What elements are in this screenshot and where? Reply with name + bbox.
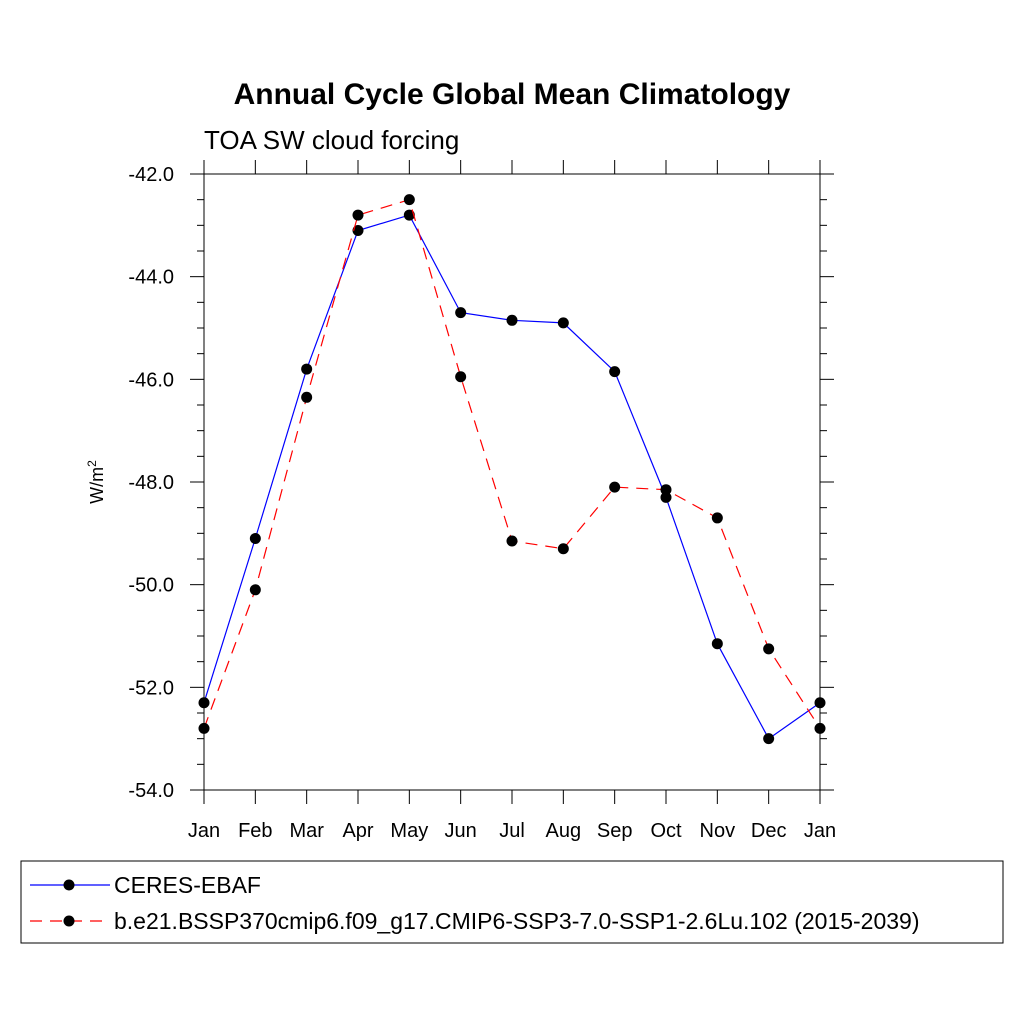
series-2-point xyxy=(455,371,467,383)
series-1-point xyxy=(557,317,569,329)
series-1-point xyxy=(814,697,826,709)
x-tick-label: Mar xyxy=(289,820,324,842)
x-tick-label: Feb xyxy=(238,820,272,842)
series-2-point xyxy=(249,584,261,596)
x-tick-label: Sep xyxy=(597,820,633,842)
series-line-1 xyxy=(203,214,821,740)
series-2-point xyxy=(352,209,364,221)
series-1-point xyxy=(455,307,467,319)
series-1-point xyxy=(506,314,518,326)
x-tick-label: Dec xyxy=(751,820,787,842)
x-tick-label: May xyxy=(390,820,428,842)
legend-label-1: CERES-EBAF xyxy=(114,872,261,898)
series-lines xyxy=(198,194,826,745)
series-2-point xyxy=(814,722,826,734)
series-2-point xyxy=(763,643,775,655)
y-tick-label: -50.0 xyxy=(128,575,174,597)
legend-box xyxy=(20,860,1004,944)
x-tick-label: Jan xyxy=(804,820,836,842)
series-1-point xyxy=(249,532,261,544)
x-tick-label: Nov xyxy=(700,820,736,842)
series-1-point xyxy=(198,697,210,709)
legend-label-2: b.e21.BSSP370cmip6.f09_g17.CMIP6-SSP3-7.… xyxy=(114,908,920,934)
legend: CERES-EBAF b.e21.BSSP370cmip6.f09_g17.CMI… xyxy=(30,872,920,934)
series-2-point xyxy=(301,391,313,403)
x-tick-label: Jul xyxy=(499,820,525,842)
legend-marker-1 xyxy=(63,879,75,891)
y-tick-label: -42.0 xyxy=(128,164,174,186)
series-2-point xyxy=(198,722,210,734)
series-1-point xyxy=(301,363,313,375)
series-2-point xyxy=(609,481,621,493)
series-2-point xyxy=(660,484,672,496)
plot-frame xyxy=(203,173,821,791)
x-tick-label: Jan xyxy=(188,820,220,842)
legend-marker-2 xyxy=(63,915,75,927)
series-1-point xyxy=(660,491,672,503)
y-axis-label-text: W/m xyxy=(87,467,107,504)
series-2-point xyxy=(557,543,569,555)
series-1-point xyxy=(763,733,775,745)
series-2-point xyxy=(506,535,518,547)
y-tick-label: -54.0 xyxy=(128,780,174,802)
x-tick-label: Aug xyxy=(546,820,582,842)
y-tick-label: -46.0 xyxy=(128,369,174,391)
y-tick-label: -44.0 xyxy=(128,267,174,289)
y-tick-label: -48.0 xyxy=(128,472,174,494)
x-tick-label: Apr xyxy=(342,820,373,842)
axis-ticks xyxy=(190,160,834,804)
series-line-2 xyxy=(203,198,821,729)
x-tick-label: Oct xyxy=(650,820,682,842)
chart-subtitle: TOA SW cloud forcing xyxy=(204,125,459,155)
y-axis-label: W/m2 xyxy=(85,460,107,504)
y-axis-label-superscript: 2 xyxy=(85,460,99,467)
y-tick-label: -52.0 xyxy=(128,677,174,699)
series-1-point xyxy=(711,638,723,650)
series-2-point xyxy=(711,512,723,524)
x-tick-label: Jun xyxy=(445,820,477,842)
x-tick-labels: Jan Feb Mar Apr May Jun Jul Aug Sep Oct Nov Dec Jan xyxy=(188,820,836,842)
series-1-point xyxy=(403,209,415,221)
y-tick-labels: -54.0 -52.0 -50.0 -48.0 -46.0 -44.0 -42.0 xyxy=(128,164,174,802)
series-1-point xyxy=(609,366,621,378)
chart-title: Annual Cycle Global Mean Climatology xyxy=(234,78,791,111)
series-2-point xyxy=(403,194,415,206)
series-1-point xyxy=(352,224,364,236)
